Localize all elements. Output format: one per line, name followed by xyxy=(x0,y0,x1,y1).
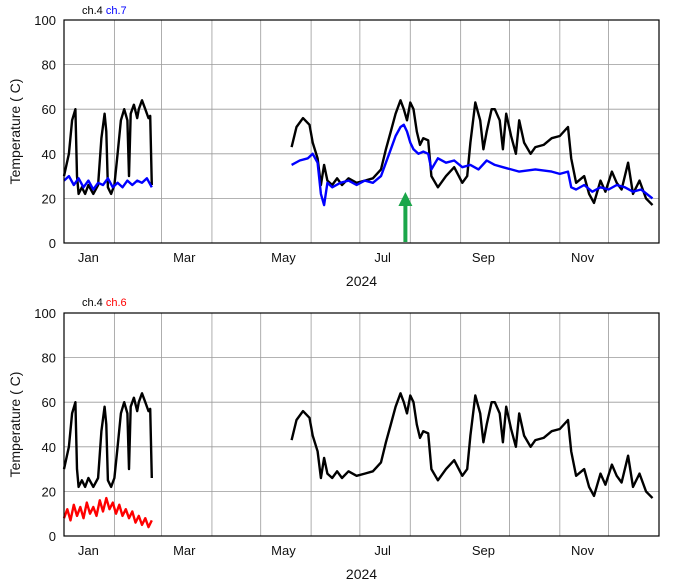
legend-entry-ch7: ch.7 xyxy=(103,5,127,17)
series-line-ch7 xyxy=(63,174,153,191)
plot-frame xyxy=(63,19,660,244)
x-tick-label: Mar xyxy=(173,250,196,265)
x-tick-label: Nov xyxy=(571,543,595,558)
series-line-ch4 xyxy=(290,392,654,499)
legend: ch.4 ch.6 xyxy=(82,297,127,309)
x-axis-label: 2024 xyxy=(346,273,377,289)
x-tick-label: Jan xyxy=(78,543,99,558)
x-tick-label: Jan xyxy=(78,250,99,265)
y-tick-label: 100 xyxy=(34,13,56,28)
y-tick-label: 20 xyxy=(42,191,56,206)
y-tick-label: 20 xyxy=(42,484,56,499)
y-axis-label: Temperature ( C) xyxy=(7,79,23,185)
x-tick-label: Nov xyxy=(571,250,595,265)
series-line-ch7 xyxy=(291,123,654,207)
y-tick-label: 0 xyxy=(49,529,56,544)
x-tick-label: Mar xyxy=(173,543,196,558)
chart-top-panel: 0 20 40 60 80 100 Jan Mar May Jul Sep Nov 2024 Temper… xyxy=(7,5,660,289)
y-tick-label: 80 xyxy=(42,351,56,366)
y-tick-label: 80 xyxy=(42,58,56,73)
y-tick-label: 60 xyxy=(42,102,56,117)
x-tick-label: Sep xyxy=(472,250,495,265)
legend-entry-ch4: ch.4 xyxy=(82,5,103,17)
y-tick-label: 40 xyxy=(42,440,56,455)
y-tick-label: 40 xyxy=(42,147,56,162)
legend-entry-ch4: ch.4 xyxy=(82,297,103,309)
x-tick-label: Sep xyxy=(472,543,495,558)
legend-entry-ch6: ch.6 xyxy=(103,297,127,309)
series-line-ch4 xyxy=(62,392,153,489)
x-axis-label: 2024 xyxy=(346,566,377,582)
series-line-ch4 xyxy=(62,99,153,196)
y-tick-label: 60 xyxy=(42,395,56,410)
x-tick-label: May xyxy=(271,250,296,265)
chart-bottom-panel: 0 20 40 60 80 100 Jan Mar May Jul Sep Nov 2024 Temper… xyxy=(7,297,660,582)
series-line-ch6 xyxy=(62,496,153,529)
plot-frame xyxy=(63,312,660,537)
y-tick-label: 0 xyxy=(49,236,56,251)
y-axis-label: Temperature ( C) xyxy=(7,372,23,478)
x-tick-label: Jul xyxy=(374,543,391,558)
green-arrow-annotation xyxy=(398,192,413,242)
x-tick-label: Jul xyxy=(374,250,391,265)
legend: ch.4 ch.7 xyxy=(82,5,127,17)
x-tick-label: May xyxy=(271,543,296,558)
y-tick-label: 100 xyxy=(34,306,56,321)
